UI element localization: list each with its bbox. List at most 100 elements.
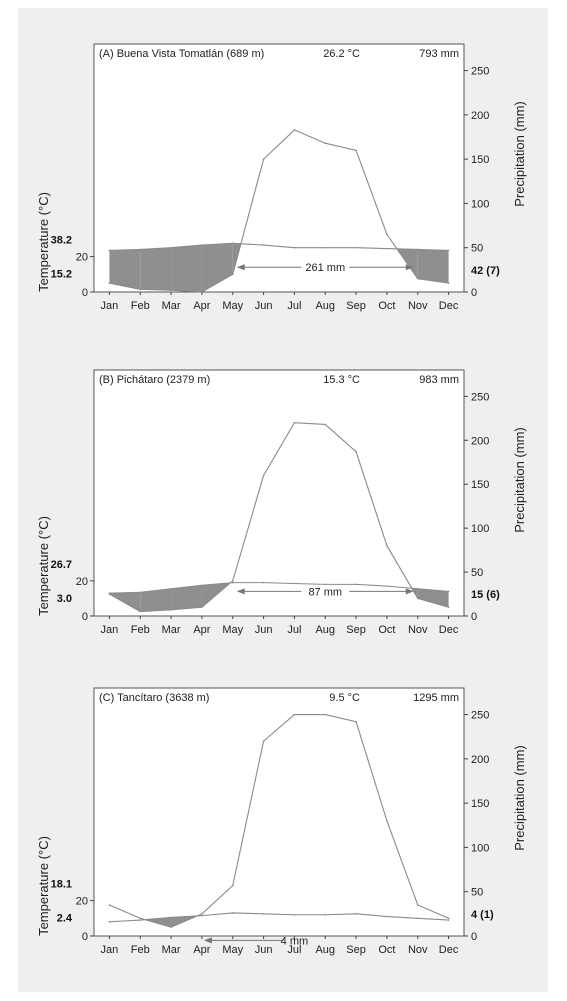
month-label: Mar: [162, 944, 181, 956]
precipitation-point: [170, 609, 172, 611]
left-tick-label: 20: [76, 896, 88, 908]
mean-temperature: 26.2 °C: [323, 48, 360, 60]
panel-title: (B) Pichátaro (2379 m): [99, 374, 210, 386]
annotation-label: 261 mm: [305, 262, 345, 274]
precipitation-point: [294, 714, 296, 716]
month-label: Dec: [439, 944, 459, 956]
right-tick-label: 200: [471, 110, 489, 122]
annual-precipitation: 1295 mm: [413, 692, 459, 704]
precipitation-point: [417, 278, 419, 280]
dry-season-area: [171, 585, 202, 610]
right-tick-label: 100: [471, 842, 489, 854]
temperature-point: [294, 583, 296, 585]
month-label: Jun: [255, 944, 273, 956]
precipitation-point: [386, 234, 388, 236]
climate-diagrams-svg: (A) Buena Vista Tomatlán (689 m) 26.2 °C 7…: [18, 8, 548, 992]
month-label: Feb: [131, 624, 150, 636]
month-label: Mar: [162, 300, 181, 312]
annual-precipitation: 793 mm: [419, 48, 459, 60]
temperature-point: [417, 588, 419, 590]
right-tick-label: 200: [471, 754, 489, 766]
precipitation-point: [355, 451, 357, 453]
annotation-label: 4 mm: [281, 935, 309, 947]
precipitation-point: [201, 913, 203, 915]
month-label: Dec: [439, 300, 459, 312]
month-label: May: [222, 944, 243, 956]
temperature-point: [139, 591, 141, 593]
right-tick-label: 150: [471, 798, 489, 810]
left-axis-title: Temperature (°C): [36, 516, 51, 616]
panel-title: (A) Buena Vista Tomatlán (689 m): [99, 48, 264, 60]
precipitation-point: [448, 606, 450, 608]
month-label: Jun: [255, 300, 273, 312]
temperature-point: [109, 921, 111, 923]
month-label: Feb: [131, 300, 150, 312]
right-tick-label: 150: [471, 479, 489, 491]
precipitation-minimum-label: 42 (7): [471, 265, 500, 277]
precipitation-point: [263, 740, 265, 742]
precipitation-point: [386, 820, 388, 822]
panel-a: (A) Buena Vista Tomatlán (689 m) 26.2 °C 7…: [36, 44, 527, 312]
temperature-point: [139, 249, 141, 251]
month-label: Dec: [439, 624, 459, 636]
left-tick-label: 20: [76, 576, 88, 588]
right-tick-label: 250: [471, 391, 489, 403]
month-label: Sep: [346, 944, 366, 956]
precipitation-point: [170, 926, 172, 928]
month-label: Apr: [193, 944, 210, 956]
month-label: May: [222, 624, 243, 636]
precipitation-point: [170, 289, 172, 291]
right-tick-label: 100: [471, 523, 489, 535]
month-label: Jul: [287, 624, 301, 636]
temperature-point: [386, 585, 388, 587]
month-label: Feb: [131, 944, 150, 956]
mean-temperature: 9.5 °C: [329, 692, 360, 704]
temperature-point: [294, 247, 296, 249]
left-tick-label: 0: [82, 931, 88, 943]
temperature-point: [201, 244, 203, 246]
precipitation-point: [417, 598, 419, 600]
precipitation-point: [386, 545, 388, 547]
precipitation-point: [448, 917, 450, 919]
precipitation-point: [139, 289, 141, 291]
temperature-point: [355, 584, 357, 586]
temperature-point: [232, 242, 234, 244]
annual-precipitation: 983 mm: [419, 374, 459, 386]
month-label: Apr: [193, 300, 210, 312]
precipitation-point: [324, 714, 326, 716]
precipitation-point: [232, 580, 234, 582]
temperature-point: [109, 250, 111, 252]
temperature-point: [324, 584, 326, 586]
right-axis-title: Precipitation (mm): [512, 745, 527, 850]
right-tick-label: 0: [471, 931, 477, 943]
month-label: Sep: [346, 300, 366, 312]
precipitation-point: [294, 422, 296, 424]
temperature-point: [448, 250, 450, 252]
right-tick-label: 100: [471, 198, 489, 210]
precipitation-minimum-label: 4 (1): [471, 909, 494, 921]
month-label: Nov: [408, 944, 428, 956]
month-label: Aug: [315, 300, 335, 312]
panel-c: (C) Tancítaro (3638 m) 9.5 °C 1295 mm Jan Fe…: [36, 688, 527, 956]
temperature-point: [263, 244, 265, 246]
max-temperature-label: 26.7: [51, 559, 72, 571]
min-temperature-label: 3.0: [57, 593, 72, 605]
right-axis-title: Precipitation (mm): [512, 427, 527, 532]
precipitation-point: [232, 885, 234, 887]
temperature-point: [232, 582, 234, 584]
temperature-point: [170, 917, 172, 919]
precipitation-point: [324, 424, 326, 426]
month-label: Oct: [378, 624, 395, 636]
precipitation-point: [263, 158, 265, 160]
right-tick-label: 250: [471, 66, 489, 78]
precipitation-point: [448, 282, 450, 284]
temperature-point: [324, 914, 326, 916]
precipitation-point: [201, 606, 203, 608]
temperature-point: [201, 915, 203, 917]
temperature-point: [263, 582, 265, 584]
max-temperature-label: 18.1: [51, 879, 72, 891]
min-temperature-label: 15.2: [51, 269, 72, 281]
month-label: Oct: [378, 944, 395, 956]
right-tick-label: 150: [471, 154, 489, 166]
annotation-label: 87 mm: [308, 586, 342, 598]
